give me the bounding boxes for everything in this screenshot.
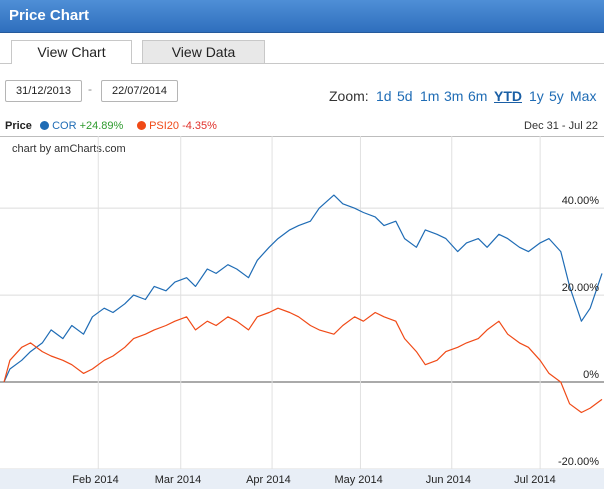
x-axis-band bbox=[0, 469, 604, 489]
title-bar: Price Chart bbox=[0, 0, 604, 33]
x-tick-label: May 2014 bbox=[334, 474, 382, 486]
x-tick-label: Jun 2014 bbox=[426, 474, 471, 486]
date-separator: - bbox=[88, 82, 92, 96]
zoom-5d[interactable]: 5d bbox=[397, 88, 413, 104]
window-title: Price Chart bbox=[9, 7, 90, 24]
zoom-5y[interactable]: 5y bbox=[549, 88, 564, 104]
y-tick-label: 0% bbox=[583, 369, 599, 381]
chart-credit: chart by amCharts.com bbox=[12, 143, 126, 155]
zoom-ytd[interactable]: YTD bbox=[494, 88, 522, 104]
zoom-1d[interactable]: 1d bbox=[376, 88, 392, 104]
y-tick-label: 40.00% bbox=[562, 195, 600, 207]
tab-bar: View Chart View Data bbox=[0, 33, 604, 64]
start-date-input[interactable] bbox=[5, 80, 82, 102]
y-axis-ticks: 40.00% 20.00% 0% -20.00% bbox=[558, 195, 599, 468]
cor-marker bbox=[40, 121, 49, 130]
x-tick-label: Jul 2014 bbox=[514, 474, 556, 486]
psi20-marker bbox=[137, 121, 146, 130]
x-tick-label: Mar 2014 bbox=[155, 474, 201, 486]
y-tick-label: 20.00% bbox=[562, 282, 600, 294]
x-tick-label: Feb 2014 bbox=[72, 474, 118, 486]
legend-period: Dec 31 - Jul 22 bbox=[524, 120, 598, 132]
end-date-input[interactable] bbox=[101, 80, 178, 102]
series-line-cor bbox=[3, 194, 603, 383]
x-tick-label: Apr 2014 bbox=[246, 474, 291, 486]
tab-view-chart[interactable]: View Chart bbox=[11, 40, 132, 64]
series-line-psi20 bbox=[3, 307, 603, 414]
price-chart[interactable]: chart by amCharts.com Feb 2014 Mar 2014 Ap… bbox=[0, 136, 604, 489]
grid bbox=[0, 136, 604, 470]
chart-panel: - Zoom: 1d 5d 1m 3m 6m YTD 1y 5y Max Pri… bbox=[0, 64, 604, 489]
y-tick-label: -20.00% bbox=[558, 456, 599, 468]
zoom-max[interactable]: Max bbox=[570, 88, 597, 104]
tab-view-data[interactable]: View Data bbox=[142, 40, 265, 63]
zoom-1m[interactable]: 1m bbox=[420, 88, 440, 104]
x-axis-ticks: Feb 2014 Mar 2014 Apr 2014 May 2014 Jun 2014… bbox=[72, 474, 555, 486]
zoom-label: Zoom: bbox=[329, 88, 369, 104]
legend-cor-name: COR bbox=[52, 120, 77, 132]
legend-psi20-name: PSI20 bbox=[149, 120, 180, 132]
series-lines bbox=[3, 194, 603, 414]
legend-cor-change: +24.89% bbox=[79, 120, 124, 132]
zoom-6m[interactable]: 6m bbox=[468, 88, 488, 104]
legend-psi20-change: -4.35% bbox=[182, 120, 217, 132]
legend-title: Price bbox=[5, 120, 32, 132]
legend-item-psi20[interactable]: PSI20 -4.35% bbox=[137, 120, 217, 132]
legend-item-cor[interactable]: COR +24.89% bbox=[40, 120, 123, 132]
zoom-1y[interactable]: 1y bbox=[529, 88, 544, 104]
zoom-3m[interactable]: 3m bbox=[444, 88, 464, 104]
